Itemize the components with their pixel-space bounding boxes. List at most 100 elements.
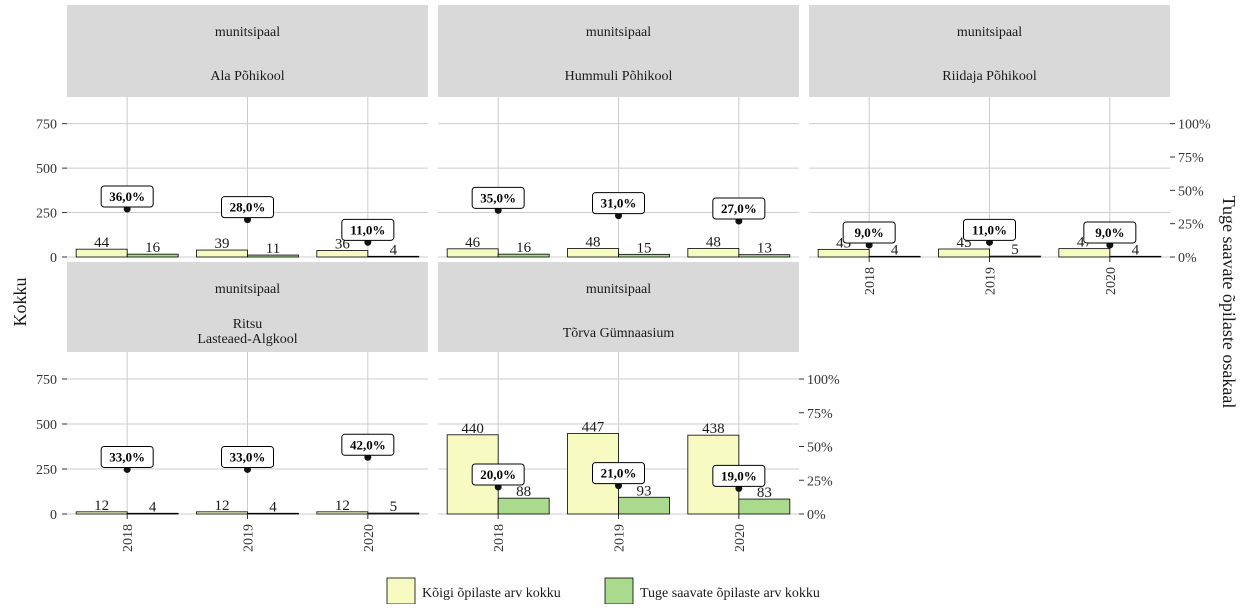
y2-tick-label: 75%	[807, 407, 833, 422]
bar-support-value-label: 15	[637, 240, 652, 256]
bar-total	[687, 248, 740, 258]
facet-school-label: Lasteaed-Algkool	[197, 332, 297, 347]
share-label: 9,0%	[855, 225, 884, 240]
facet-strip-top-label: munitsipaal	[586, 282, 651, 297]
facet-strip-top-label: munitsipaal	[215, 25, 280, 40]
x-tick-label: 2020	[1104, 267, 1119, 295]
bar-support	[989, 255, 1041, 258]
bar-support-value-label: 4	[149, 499, 157, 515]
share-label: 27,0%	[721, 201, 757, 216]
y-tick-label: 750	[36, 118, 57, 133]
bar-support-value-label: 88	[516, 484, 531, 500]
share-label: 20,0%	[480, 467, 516, 482]
share-label: 19,0%	[721, 468, 757, 483]
y2-tick-label: 50%	[807, 441, 833, 456]
share-label-box	[963, 218, 1016, 241]
share-label: 11,0%	[972, 222, 1007, 237]
x-tick-label: 2020	[362, 524, 377, 552]
bar-total	[196, 249, 248, 258]
bar-total-value-label: 39	[215, 236, 230, 252]
y2-tick-label: 75%	[1178, 151, 1204, 166]
legend-swatch	[604, 577, 634, 605]
bar-support	[247, 512, 299, 515]
y2-tick-label: 100%	[1178, 118, 1211, 133]
x-tick-label: 2020	[733, 524, 748, 552]
bar-total	[1058, 248, 1111, 258]
bar-total-value-label: 48	[706, 234, 721, 250]
x-tick-label: 2019	[984, 267, 999, 295]
share-label: 28,0%	[230, 200, 266, 215]
share-label-box	[100, 445, 154, 468]
bar-total	[817, 248, 870, 258]
bar-support	[367, 512, 420, 515]
bar-support	[868, 255, 921, 258]
bar-total-value-label: 440	[461, 421, 484, 437]
share-label: 33,0%	[109, 449, 145, 464]
bar-support	[497, 497, 550, 515]
y2-tick-label: 25%	[807, 474, 833, 489]
bar-total-value-label: 447	[582, 420, 605, 436]
facet-strip-top-label: munitsipaal	[215, 282, 280, 297]
bar-support-value-label: 16	[145, 240, 161, 256]
facet-strip	[438, 5, 799, 97]
facet-school-label: Ala Põhikool	[210, 69, 284, 84]
y2-tick-label: 100%	[807, 373, 840, 388]
facet-school-label: Ritsu	[233, 317, 263, 332]
x-tick-label: 2018	[121, 524, 136, 552]
bar-support-value-label: 11	[266, 241, 280, 257]
bar-total-value-label: 438	[702, 421, 725, 437]
bar-support-value-label: 5	[1011, 242, 1019, 258]
x-tick-label: 2019	[242, 524, 257, 552]
bar-support	[618, 253, 670, 258]
share-label-box	[341, 218, 395, 241]
facet-school-label: Riidaja Põhikool	[942, 69, 1037, 84]
y-tick-label: 0	[50, 508, 57, 523]
bar-total-value-label: 46	[465, 235, 481, 251]
facet-strip-top-label: munitsipaal	[957, 25, 1022, 40]
bar-total-value-label: 44	[94, 235, 110, 251]
share-label: 42,0%	[350, 437, 386, 452]
bar-total-value-label: 12	[94, 498, 109, 514]
bar-support	[738, 254, 791, 258]
share-label: 36,0%	[109, 189, 145, 204]
y2-tick-label: 0%	[807, 508, 826, 523]
bar-total-value-label: 12	[215, 498, 230, 514]
share-label: 31,0%	[601, 196, 637, 211]
bar-support-value-label: 13	[757, 241, 772, 257]
facet-strip-top-label: munitsipaal	[586, 25, 651, 40]
bar-total	[75, 248, 128, 258]
y-tick-label: 500	[36, 162, 57, 177]
facet-school-label: Hummuli Põhikool	[565, 69, 673, 84]
y-tick-label: 0	[50, 251, 57, 266]
bar-support	[738, 498, 791, 515]
share-label-box	[592, 192, 645, 215]
bar-support	[1109, 255, 1162, 258]
bar-support-value-label: 83	[757, 485, 772, 501]
bar-support-value-label: 4	[891, 242, 899, 258]
bar-support-value-label: 4	[390, 242, 398, 258]
facet-strip	[67, 262, 428, 352]
bar-support	[247, 254, 299, 258]
share-label: 11,0%	[350, 222, 385, 237]
share-label-box	[592, 462, 645, 485]
bar-support-value-label: 5	[390, 499, 398, 515]
facet-strip	[438, 262, 799, 352]
facet-school-label: Tõrva Gümnaasium	[563, 326, 675, 341]
share-label-box	[842, 221, 896, 244]
bar-total	[938, 248, 990, 258]
y2-axis-title: Tuge saavate õpilaste osakaal	[1219, 196, 1239, 409]
share-label-box	[712, 197, 766, 220]
bar-support-value-label: 4	[269, 499, 277, 515]
bar-support	[126, 512, 179, 515]
share-label: 21,0%	[601, 466, 637, 481]
share-label-box	[221, 196, 274, 219]
bar-support-value-label: 16	[516, 240, 532, 256]
legend-label: Tuge saavate õpilaste arv kokku	[640, 586, 820, 601]
facet-strip	[67, 5, 428, 97]
bar-total-value-label: 48	[586, 234, 601, 250]
bar-support-value-label: 4	[1132, 242, 1140, 258]
bar-total	[316, 250, 369, 258]
y-axis-title: Kokku	[10, 278, 30, 327]
share-label: 35,0%	[480, 190, 516, 205]
